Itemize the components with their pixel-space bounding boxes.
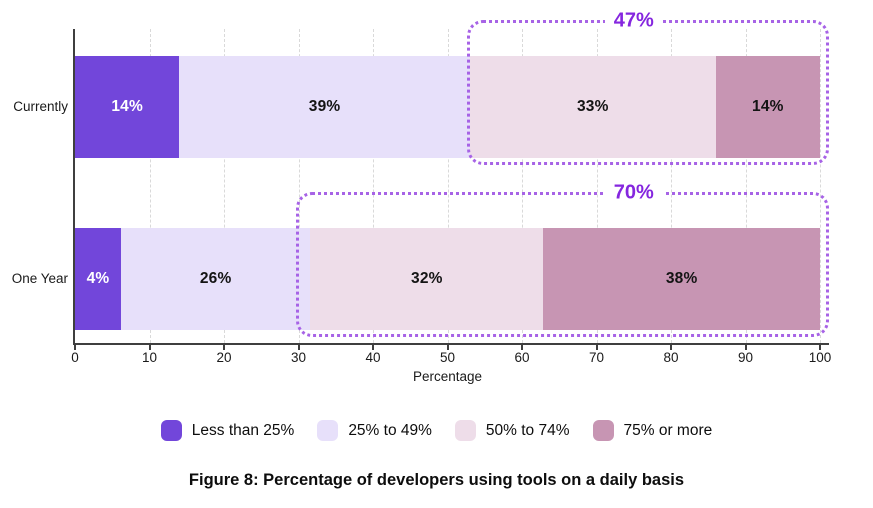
bar-segment-value: 4% <box>86 270 110 287</box>
legend-item: 25% to 49% <box>317 420 432 441</box>
x-tick-label: 100 <box>808 350 832 365</box>
gridline <box>373 29 374 343</box>
bar-segment-value: 32% <box>411 270 443 287</box>
legend-label: 75% or more <box>623 421 713 439</box>
bar-segment: 14% <box>75 56 180 158</box>
x-tick-mark <box>595 345 598 350</box>
x-tick-mark <box>819 345 821 350</box>
x-tick-mark <box>297 345 300 350</box>
x-tick-mark <box>372 345 374 350</box>
bar-segment-value: 33% <box>576 98 609 115</box>
x-tick-label: 50 <box>439 350 456 365</box>
x-tick-label: 0 <box>71 350 79 365</box>
legend-swatch <box>454 420 476 441</box>
x-axis-title: Percentage <box>412 369 483 384</box>
gridline <box>224 29 225 343</box>
y-axis-line <box>73 29 75 345</box>
gridline <box>522 29 523 343</box>
bar-segment: 33% <box>469 56 716 158</box>
legend-swatch <box>317 420 339 441</box>
x-tick-mark <box>521 345 523 350</box>
legend: Less than 25% 25% to 49% 50% to 74% 75% or … <box>0 420 873 441</box>
legend-swatch <box>160 420 182 441</box>
bar-segment-value: 38% <box>665 270 698 287</box>
bar-segment-value: 39% <box>308 98 341 115</box>
x-tick-mark <box>744 345 747 350</box>
gridline <box>298 29 300 343</box>
x-tick-label: 20 <box>216 350 232 365</box>
x-tick-mark <box>670 345 672 350</box>
x-tick-label: 30 <box>290 350 307 365</box>
bar-segment: 4% <box>75 228 121 330</box>
bar-row: 14% 39% 33% 14% <box>75 56 820 158</box>
legend-label: 25% to 49% <box>348 421 432 439</box>
x-tick-label: 60 <box>514 350 530 365</box>
bar-segment-value: 14% <box>752 98 784 115</box>
gridline <box>820 29 821 343</box>
x-tick-mark <box>446 345 449 350</box>
annotation-label: 70% <box>604 181 663 205</box>
bar-segment-value: 26% <box>199 270 232 287</box>
category-label: One Year <box>11 271 68 286</box>
legend-item: 50% to 74% <box>454 420 570 441</box>
x-tick-label: 10 <box>141 350 158 365</box>
bar-segment: 14% <box>715 56 820 158</box>
x-tick-mark <box>148 345 151 350</box>
x-axis-line <box>73 343 829 345</box>
legend-swatch <box>592 420 614 441</box>
x-tick-mark <box>223 345 225 350</box>
bar-segment: 39% <box>179 56 470 158</box>
legend-label: 50% to 74% <box>485 421 570 439</box>
legend-item: 75% or more <box>592 420 713 441</box>
bar-segment: 38% <box>543 228 820 330</box>
x-tick-label: 90 <box>737 350 754 365</box>
figure-caption: Figure 8: Percentage of developers using… <box>188 471 685 489</box>
bar-row: 4% 26% 32% 38% <box>75 228 820 330</box>
bar-segment: 32% <box>310 228 544 330</box>
legend-label: Less than 25% <box>191 421 295 439</box>
gridline <box>149 29 151 343</box>
gridline <box>447 29 449 343</box>
category-label: Currently <box>13 99 68 114</box>
legend-item: Less than 25% <box>160 420 295 441</box>
annotation-label: 47% <box>604 9 663 33</box>
x-tick-label: 80 <box>663 350 679 365</box>
gridline <box>745 29 747 343</box>
bar-segment-value: 14% <box>111 98 143 115</box>
bar-segment: 26% <box>121 228 311 330</box>
x-tick-label: 40 <box>365 350 381 365</box>
gridline <box>596 29 598 343</box>
gridline <box>671 29 672 343</box>
x-tick-label: 70 <box>588 350 605 365</box>
x-tick-mark <box>74 345 76 350</box>
